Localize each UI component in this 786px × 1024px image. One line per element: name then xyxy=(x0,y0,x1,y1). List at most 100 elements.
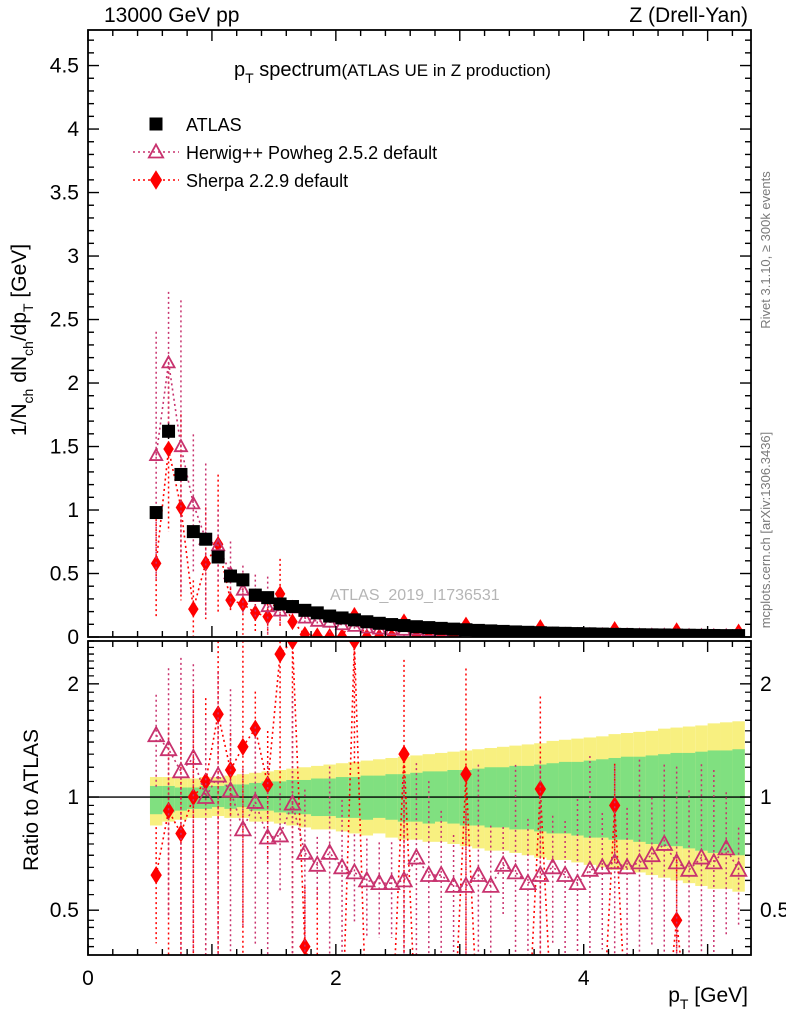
y-tick-label-ratio: 0.5 xyxy=(50,899,79,922)
title-spectrum: spectrum xyxy=(254,59,342,81)
marker-square xyxy=(347,613,361,627)
marker-triangle xyxy=(270,825,290,843)
marker-square xyxy=(261,591,275,605)
marker-diamond xyxy=(163,440,174,458)
xlab-pt: p xyxy=(668,984,680,1007)
marker-square xyxy=(719,629,733,637)
marker-square xyxy=(236,573,250,587)
main-plot-title: pT spectrum(ATLAS UE in Z production) xyxy=(234,59,551,86)
y-axis-label-ratio: Ratio to ATLAS xyxy=(20,729,43,871)
y-tick-label-main: 4.5 xyxy=(50,55,79,78)
marker-square xyxy=(471,623,485,637)
marker-diamond xyxy=(237,595,249,613)
marker-square xyxy=(509,625,523,637)
marker-square xyxy=(558,626,572,637)
x-axis-label: pT [GeV] xyxy=(668,984,748,1012)
x-tick-label: 2 xyxy=(330,967,342,990)
xlab-unit: [GeV] xyxy=(688,984,748,1007)
marker-square xyxy=(385,618,399,632)
marker-triangle xyxy=(332,857,352,875)
marker-triangle xyxy=(146,725,166,743)
marker-diamond xyxy=(274,645,286,664)
marker-square xyxy=(397,619,411,633)
legend-marker-1 xyxy=(147,142,165,159)
marker-diamond xyxy=(286,641,299,651)
marker-triangle xyxy=(345,862,364,880)
ratio-uncertainty-band-inner xyxy=(571,761,584,836)
marker-triangle xyxy=(642,845,662,863)
xlab-sub: T xyxy=(680,996,689,1012)
marker-diamond xyxy=(287,613,298,631)
marker-diamond xyxy=(608,796,621,815)
ratio-panel-data xyxy=(146,641,748,955)
ratio-uncertainty-band-inner xyxy=(670,752,683,847)
side-label-bottom: mcplots.cern.ch [arXiv:1306.3436] xyxy=(758,432,773,629)
ratio-panel-frame xyxy=(87,640,752,956)
x-tick-label: 4 xyxy=(578,967,590,990)
marker-square xyxy=(372,616,386,630)
marker-square xyxy=(323,609,337,623)
marker-triangle xyxy=(233,819,253,837)
marker-square xyxy=(409,620,423,634)
x-tick-label: 0 xyxy=(82,967,94,990)
marker-triangle xyxy=(171,761,191,779)
y-tick-label-main: 3 xyxy=(67,245,79,268)
marker-triangle xyxy=(235,581,251,596)
marker-square xyxy=(595,627,609,637)
marker-square xyxy=(422,621,436,635)
marker-square xyxy=(732,629,746,637)
marker-triangle xyxy=(394,870,414,888)
ratio-uncertainty-band-inner xyxy=(596,759,609,838)
ratio-uncertainty-band-inner xyxy=(732,749,745,856)
y-tick-label-main: 4 xyxy=(67,118,79,141)
ratio-uncertainty-band-inner xyxy=(459,769,473,826)
marker-square xyxy=(186,525,200,539)
svg-text:mcplots.cern.ch [arXiv:1306.34: mcplots.cern.ch [arXiv:1306.3436] xyxy=(758,432,773,629)
marker-square xyxy=(533,626,547,637)
marker-triangle xyxy=(729,859,748,877)
marker-triangle xyxy=(667,852,686,870)
marker-triangle xyxy=(147,142,165,159)
marker-triangle xyxy=(184,748,203,765)
y-axis-label-main: 1/Nch dNch/dpT [GeV] xyxy=(8,244,36,436)
marker-square xyxy=(434,621,448,635)
marker-diamond xyxy=(311,627,323,637)
marker-diamond xyxy=(237,737,249,756)
marker-square xyxy=(211,550,225,564)
y-tick-label-main: 3.5 xyxy=(50,182,79,205)
marker-square xyxy=(335,611,349,625)
title-pt-sub: T xyxy=(245,70,254,86)
svg-text:1/Nch dNch/dpT [GeV]: 1/Nch dNch/dpT [GeV] xyxy=(8,244,36,436)
ylab-1: 1/N xyxy=(8,403,31,436)
ylab-2: dN xyxy=(8,356,31,389)
y-tick-label-ratio-right: 2 xyxy=(760,673,772,696)
marker-triangle xyxy=(283,793,302,811)
ratio-uncertainty-band-inner xyxy=(633,756,646,842)
marker-square xyxy=(248,588,262,602)
ratio-uncertainty-band-inner xyxy=(261,781,274,811)
marker-diamond xyxy=(150,866,162,885)
y-tick-label-ratio-right: 0.5 xyxy=(760,899,786,922)
marker-triangle xyxy=(185,495,201,510)
marker-triangle xyxy=(431,865,451,882)
marker-triangle xyxy=(210,537,226,552)
main-panel-frame xyxy=(87,29,752,638)
marker-square xyxy=(546,626,560,637)
marker-triangle xyxy=(309,612,325,627)
legend-marker-0 xyxy=(149,117,163,131)
marker-diamond xyxy=(175,499,187,516)
ylab-sub2: ch xyxy=(20,341,36,356)
marker-square xyxy=(174,467,188,481)
marker-square xyxy=(571,627,585,637)
marker-triangle xyxy=(481,876,500,893)
marker-square xyxy=(149,117,163,131)
marker-diamond xyxy=(149,170,163,190)
marker-triangle xyxy=(593,857,612,875)
marker-triangle xyxy=(160,354,177,369)
marker-square xyxy=(162,424,176,438)
marker-diamond xyxy=(225,591,236,609)
marker-triangle xyxy=(518,873,538,891)
marker-square xyxy=(360,615,374,629)
legend: ATLAS Herwig++ Powheg 2.5.2 default Sherpa… xyxy=(133,115,437,191)
